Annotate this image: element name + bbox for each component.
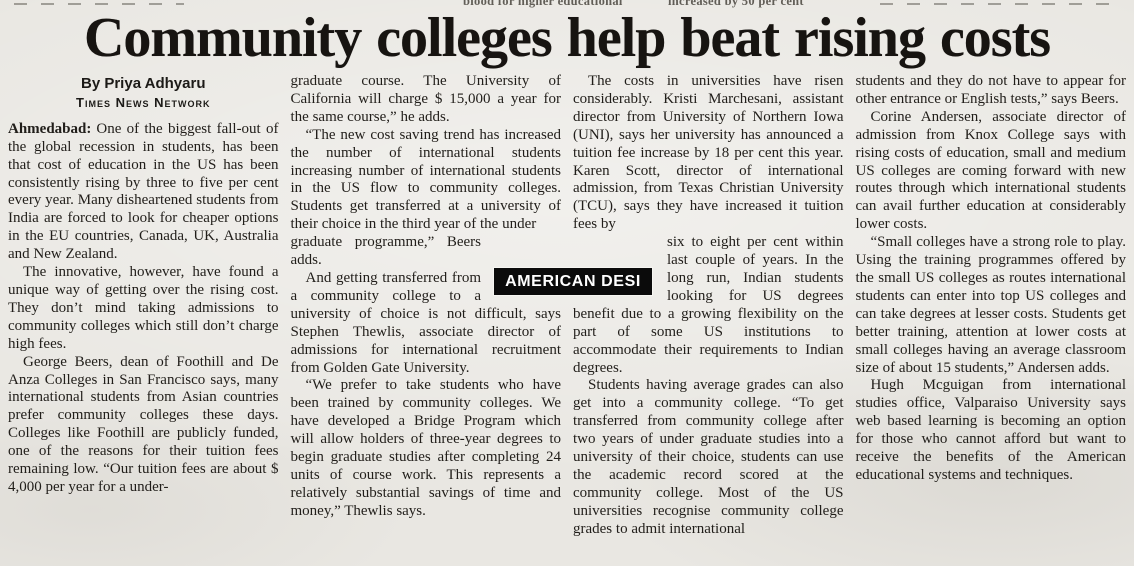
- paragraph: Hugh Mcguigan from international studies…: [856, 377, 1127, 484]
- dateline: Ahmedabad:: [8, 120, 92, 137]
- paragraph-text: “We prefer to take students who have bee…: [290, 377, 562, 519]
- paragraph: George Beers, dean of Foothill and De An…: [8, 354, 279, 497]
- paragraph: Ahmedabad: One of the biggest fall-out of…: [8, 121, 279, 264]
- paragraph: Students having average grades can also …: [573, 377, 844, 538]
- paragraph-text: “Small colleges have a strong role to pl…: [855, 234, 1127, 376]
- byline: By Priya Adhyaru Times News Network: [8, 75, 279, 112]
- paragraph: “The new cost saving trend has increased…: [291, 127, 562, 234]
- paragraph-text: Students having average grades can also …: [573, 377, 844, 537]
- article-columns: By Priya Adhyaru Times News Network Ahme…: [0, 73, 1134, 539]
- column-2: graduate course. The University of Calif…: [291, 73, 562, 539]
- torn-edge-mark: [14, 3, 184, 5]
- paragraph-text: students and they do not have to appear …: [855, 73, 1127, 107]
- torn-edge: blood for higher educational increased b…: [0, 0, 1134, 9]
- paragraph-text: “The new cost saving trend has increased…: [290, 126, 562, 233]
- paragraph-text: Corine Andersen, associate director of a…: [855, 108, 1127, 233]
- paragraph: The costs in universities have risen con…: [573, 73, 844, 234]
- column-3: The costs in universities have risen con…: [573, 73, 844, 539]
- article-headline: Community colleges help beat rising cost…: [83, 7, 1051, 69]
- byline-author: By Priya Adhyaru: [81, 75, 206, 92]
- column-1: By Priya Adhyaru Times News Network Ahme…: [8, 73, 279, 539]
- section-badge: AMERICAN DESI: [494, 268, 652, 295]
- paragraph-text: One of the biggest fall-out of the globa…: [8, 120, 279, 263]
- paragraph-text: The innovative, however, have found a un…: [8, 264, 279, 352]
- paragraph-text: George Beers, dean of Foothill and De An…: [8, 353, 279, 495]
- paragraph: six to eight per cent within last couple…: [573, 234, 844, 377]
- paragraph: students and they do not have to appear …: [856, 73, 1127, 109]
- paragraph-text: And getting transferred from a community…: [290, 269, 562, 376]
- paragraph: “We prefer to take students who have bee…: [291, 377, 562, 520]
- paragraph: And getting transferred from a community…: [291, 270, 562, 377]
- paragraph: Corine Andersen, associate director of a…: [856, 109, 1127, 234]
- paragraph-text: graduate programme,” Beers adds.: [290, 234, 482, 269]
- paragraph-text: The costs in universities have risen con…: [573, 73, 844, 233]
- paragraph-text: graduate course. The University of Calif…: [290, 73, 562, 125]
- torn-text-fragment: blood for higher educational: [463, 0, 623, 8]
- torn-edge-mark: [880, 3, 1120, 5]
- section-badge-label: AMERICAN DESI: [505, 272, 641, 290]
- paragraph: graduate course. The University of Calif…: [291, 73, 562, 127]
- torn-text-fragment: increased by 50 per cent: [668, 0, 804, 8]
- column-4: students and they do not have to appear …: [856, 73, 1127, 539]
- paragraph: “Small colleges have a strong role to pl…: [856, 234, 1127, 377]
- paragraph-text: six to eight per cent within last couple…: [573, 234, 844, 376]
- paragraph: graduate programme,” Beers adds.: [291, 234, 562, 270]
- paragraph: The innovative, however, have found a un…: [8, 264, 279, 354]
- paragraph-text: Hugh Mcguigan from international studies…: [855, 377, 1127, 483]
- byline-organization: Times News Network: [76, 94, 211, 110]
